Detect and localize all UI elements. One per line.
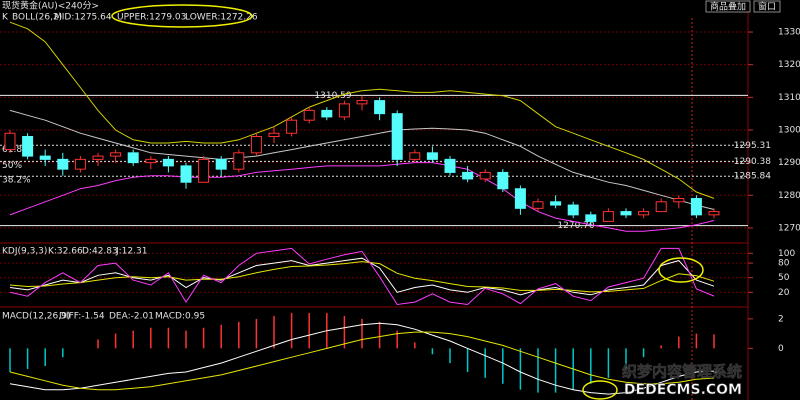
candle-body xyxy=(374,100,386,115)
candle-body xyxy=(57,158,69,170)
candle-body xyxy=(638,211,650,216)
legend-entry: DEA:-2.01 xyxy=(109,312,154,322)
candle-body xyxy=(567,204,579,216)
button-label[interactable]: 商品叠加 xyxy=(710,1,746,13)
candle-body xyxy=(690,198,702,216)
indicator-label: KDJ(9,3,3) xyxy=(2,247,47,257)
candle-body xyxy=(39,155,51,160)
fib-value-label: 1295.31 xyxy=(734,141,771,151)
y-tick-label: 20 xyxy=(778,288,790,298)
candle-body xyxy=(462,171,474,180)
y-tick-label: 1280 xyxy=(778,191,800,201)
candle-body xyxy=(4,132,16,151)
indicator-line xyxy=(9,247,715,306)
candle-body xyxy=(409,152,421,160)
watermark: DEDECMS.COM xyxy=(624,382,742,398)
indicator-line xyxy=(9,331,715,391)
candle-body xyxy=(180,165,192,183)
button-label[interactable]: 窗口 xyxy=(758,1,776,13)
y-tick-label: 1300 xyxy=(778,125,800,135)
indicator-line xyxy=(9,109,715,210)
indicator-line xyxy=(9,257,715,296)
candle-body xyxy=(655,201,667,213)
candle-body xyxy=(215,158,227,170)
legend-entry: D:42.83 xyxy=(82,247,118,257)
candle-body xyxy=(74,158,86,170)
fib-label: 61.8% xyxy=(2,145,31,155)
indicator-line xyxy=(9,162,715,232)
candle-body xyxy=(92,155,104,160)
y-tick-label: 1320 xyxy=(778,60,800,70)
legend-label: K xyxy=(2,13,9,23)
fib-label: 38.2% xyxy=(2,176,31,186)
candle-body xyxy=(162,158,174,167)
y-tick-label: 1330 xyxy=(778,28,800,38)
indicator-line xyxy=(9,21,715,199)
highlight-ellipse xyxy=(658,257,704,283)
candle-body xyxy=(444,158,456,173)
candle-body xyxy=(286,119,298,134)
candle-body xyxy=(426,152,438,160)
fib-value-label: 1285.84 xyxy=(734,172,771,182)
indicator-label: BOLL(26,2) xyxy=(12,13,62,23)
indicator-line xyxy=(9,322,715,395)
legend-entry: K:32.66 xyxy=(48,247,83,257)
candle-body xyxy=(233,152,245,170)
candle-body xyxy=(338,103,350,118)
highlight-ellipse xyxy=(111,4,253,28)
legend-entry: LOWER:1272.26 xyxy=(185,13,258,23)
indicator-line xyxy=(9,261,715,293)
candle-body xyxy=(673,198,685,203)
candle-body xyxy=(514,188,526,209)
fib-value-label: 1290.38 xyxy=(734,157,771,167)
candle-body xyxy=(708,211,720,216)
level-label: 1270.70 xyxy=(557,221,594,231)
y-tick-label: 0 xyxy=(778,344,784,354)
y-tick-label: 1270 xyxy=(778,223,800,233)
legend-entry: J:12.31 xyxy=(115,247,147,257)
candle-body xyxy=(250,136,262,154)
candle-body xyxy=(268,132,280,138)
y-tick-label: 100 xyxy=(778,249,795,259)
candle-body xyxy=(145,158,157,164)
legend-entry: MID:1275.64 xyxy=(54,13,112,23)
y-tick-label: 1290 xyxy=(778,158,800,168)
candle-body xyxy=(532,201,544,209)
y-tick-label: 80 xyxy=(778,259,790,269)
legend-entry: MACD:0.95 xyxy=(155,312,205,322)
y-tick-label: 1310 xyxy=(778,93,800,103)
candle-body xyxy=(356,100,368,105)
y-tick-label: 2 xyxy=(778,314,784,324)
candle-body xyxy=(22,136,34,157)
highlight-ellipse xyxy=(582,380,618,400)
legend-entry: DIFF:-1.54 xyxy=(59,312,105,322)
candle-body xyxy=(198,158,210,183)
candle-body xyxy=(127,152,139,164)
fib-label: 50% xyxy=(2,161,22,171)
candle-body xyxy=(585,214,597,222)
legend-entry: UPPER:1279.03 xyxy=(117,13,186,23)
candle-body xyxy=(550,201,562,206)
candle-body xyxy=(479,171,491,180)
candle-body xyxy=(391,113,403,160)
button[interactable] xyxy=(753,0,781,13)
watermark: 织梦内容管理系统 xyxy=(622,363,742,381)
candle-body xyxy=(602,211,614,222)
window-title: 现货黄金(AU)<240分> xyxy=(2,0,99,12)
candle-body xyxy=(321,109,333,118)
candle-body xyxy=(110,152,122,157)
level-label: 1310.59 xyxy=(314,91,351,101)
indicator-label: MACD(12,26,9) xyxy=(2,312,70,322)
candle-body xyxy=(303,109,315,121)
candle-body xyxy=(497,171,509,190)
button[interactable] xyxy=(705,0,751,13)
y-tick-label: 50 xyxy=(778,273,790,283)
candle-body xyxy=(620,211,632,216)
